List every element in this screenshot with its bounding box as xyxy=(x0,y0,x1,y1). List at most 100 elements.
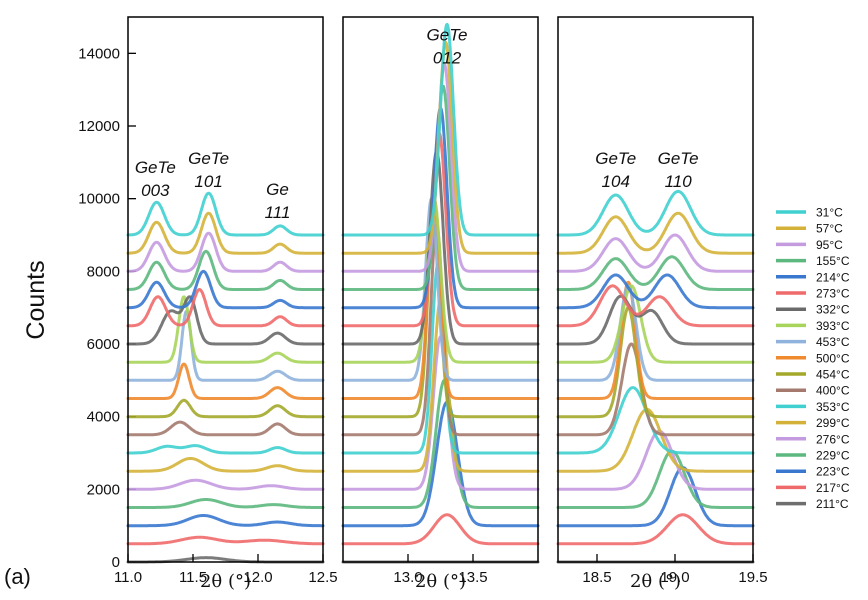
x-axis-title: 2θ (°) xyxy=(200,571,251,592)
legend-label: 299°C xyxy=(816,416,850,430)
x-tick-label: 19.0 xyxy=(660,569,689,586)
legend-label: 217°C xyxy=(816,481,850,495)
panel-frame xyxy=(557,16,754,563)
series-line-353°C xyxy=(556,386,755,455)
series-line-31°C xyxy=(341,22,540,237)
y-axis-title-group: Counts xyxy=(22,260,50,339)
series-line-393°C xyxy=(126,295,325,364)
traces xyxy=(341,22,540,564)
peak-annotation: 111 xyxy=(265,203,291,222)
panel-tag: (a) xyxy=(4,564,31,589)
series-line-223°C xyxy=(556,466,755,528)
series-line-229°C xyxy=(126,498,325,509)
legend-label: 214°C xyxy=(816,270,850,284)
peak-annotation: GeTe xyxy=(188,149,229,168)
legend-label: 57°C xyxy=(816,222,843,236)
series-line-332°C xyxy=(556,294,755,346)
series-line-453°C xyxy=(556,284,755,382)
series-line-273°C xyxy=(341,131,540,328)
x-tick-label: 13.0 xyxy=(393,569,422,586)
legend-label: 211°C xyxy=(816,497,849,511)
legend-label: 229°C xyxy=(816,449,850,463)
peak-annotation: GeTe xyxy=(658,149,699,168)
series-line-393°C xyxy=(341,197,540,364)
series-line-223°C xyxy=(341,400,540,528)
series-line-393°C xyxy=(556,284,755,364)
series-line-299°C xyxy=(126,457,325,473)
series-line-453°C xyxy=(126,309,325,382)
panel-2: 13.0 13.52θ (°) GeTe 012 xyxy=(341,16,540,592)
peak-annotation: GeTe xyxy=(135,158,176,177)
peak-annotation: GeTe xyxy=(595,149,636,168)
series-line-31°C xyxy=(556,189,755,237)
legend-label: 31°C xyxy=(816,206,843,220)
y-axis-title: Counts xyxy=(22,260,50,339)
legend-label: 454°C xyxy=(816,368,850,382)
peak-annotation: Ge xyxy=(266,180,289,199)
y-tick-label: 4000 xyxy=(87,409,120,426)
legend-label: 393°C xyxy=(816,319,850,333)
legend-label: 223°C xyxy=(816,465,850,479)
panel-frame xyxy=(127,16,324,563)
series-line-400°C xyxy=(126,420,325,437)
series-line-217°C xyxy=(126,535,325,546)
panels: 11.0 11.5 12.0 12.5 2θ (°) GeTe 003 GeTe 101 Ge 11… xyxy=(114,16,768,592)
series-line-155°C xyxy=(556,255,755,291)
series-line-276°C xyxy=(126,478,325,491)
series-line-500°C xyxy=(126,362,325,400)
x-tick-label: 11.0 xyxy=(114,569,142,586)
y-tick-label: 12000 xyxy=(78,118,120,135)
legend: 31°C 57°C 95°C 155°C 214°C 273°C 332°C 393°C 453… xyxy=(776,206,850,511)
series-line-276°C xyxy=(341,335,540,491)
x-tick-label: 18.5 xyxy=(582,569,611,586)
panel-3: 18.5 19.0 19.5 2θ (°) GeTe 104 GeTe 110 xyxy=(556,16,768,592)
series-line-353°C xyxy=(126,444,325,455)
x-tick-label: 13.5 xyxy=(458,569,487,586)
series-line-214°C xyxy=(126,269,325,310)
y-tick-label: 2000 xyxy=(87,481,120,498)
series-line-332°C xyxy=(341,150,540,346)
panel-1: 11.0 11.5 12.0 12.5 2θ (°) GeTe 003 GeTe 101 Ge 11… xyxy=(114,16,338,592)
traces xyxy=(126,191,325,564)
y-tick-label: 8000 xyxy=(87,263,120,280)
series-line-454°C xyxy=(126,398,325,419)
legend-label: 276°C xyxy=(816,432,850,446)
series-line-57°C xyxy=(556,211,755,255)
series-line-400°C xyxy=(556,342,755,437)
series-line-95°C xyxy=(126,231,325,273)
legend-label: 332°C xyxy=(816,303,850,317)
y-tick-label: 14000 xyxy=(78,45,120,62)
legend-label: 500°C xyxy=(816,351,850,365)
series-line-500°C xyxy=(341,197,540,400)
series-line-500°C xyxy=(556,280,755,400)
series-line-299°C xyxy=(556,407,755,473)
series-line-273°C xyxy=(556,284,755,328)
legend-label: 155°C xyxy=(816,254,850,268)
peak-annotation: 104 xyxy=(602,172,630,191)
x-axis-title: 2θ (°) xyxy=(630,571,681,592)
y-tick-label: 0 xyxy=(112,554,120,571)
legend-label: 353°C xyxy=(816,400,850,414)
legend-label: 95°C xyxy=(816,238,843,252)
peak-annotation: 101 xyxy=(194,172,222,191)
peak-annotation: 012 xyxy=(433,49,462,68)
series-line-155°C xyxy=(126,249,325,291)
x-axis-title: 2θ (°) xyxy=(415,571,466,592)
y-tick-label: 10000 xyxy=(78,191,120,208)
series-line-223°C xyxy=(126,514,325,528)
x-tick-label: 12.0 xyxy=(243,569,272,586)
series-line-95°C xyxy=(556,233,755,273)
series-line-273°C xyxy=(126,288,325,328)
peak-annotation: 003 xyxy=(141,181,170,200)
legend-label: 400°C xyxy=(816,384,850,398)
legend-label: 273°C xyxy=(816,287,850,301)
panel-frame xyxy=(342,16,539,563)
traces xyxy=(556,189,755,564)
y-tick-label: 6000 xyxy=(87,336,120,353)
peak-annotation: 110 xyxy=(665,172,693,191)
series-line-332°C xyxy=(126,295,325,346)
y-axis: 0 2000 4000 6000 8000 10000 12000 14000 xyxy=(78,45,136,571)
series-line-229°C xyxy=(556,449,755,509)
series-line-229°C xyxy=(341,378,540,509)
